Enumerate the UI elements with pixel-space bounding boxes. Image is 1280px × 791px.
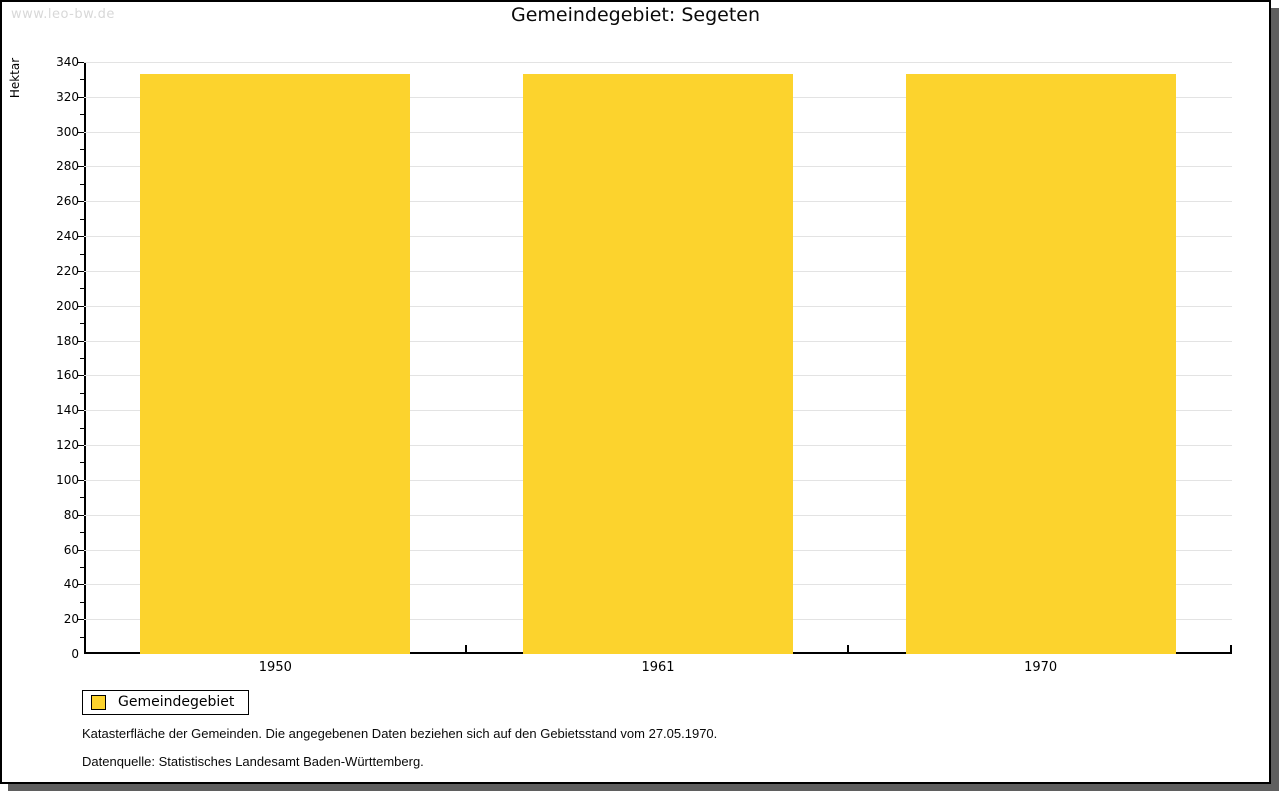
y-minor-tick bbox=[80, 79, 84, 81]
y-major-tick bbox=[77, 445, 84, 447]
y-tick-label: 80 bbox=[63, 507, 79, 522]
y-minor-tick bbox=[80, 601, 84, 603]
y-major-tick bbox=[77, 584, 84, 586]
y-tick-label: 200 bbox=[56, 298, 79, 313]
y-major-tick bbox=[77, 270, 84, 272]
y-minor-tick bbox=[80, 358, 84, 359]
legend-swatch bbox=[91, 694, 106, 710]
y-minor-tick bbox=[80, 532, 84, 534]
y-tick-label: 120 bbox=[56, 438, 79, 453]
y-axis-line bbox=[84, 62, 86, 654]
y-minor-tick bbox=[80, 218, 84, 220]
y-tick-label: 140 bbox=[56, 403, 79, 418]
footnote-data-source: Datenquelle: Statistisches Landesamt Bad… bbox=[82, 754, 424, 769]
y-tick-label: 300 bbox=[56, 124, 79, 139]
y-tick-label: 160 bbox=[56, 368, 79, 383]
y-tick-label: 40 bbox=[63, 577, 79, 592]
y-major-tick bbox=[77, 166, 84, 168]
footnote-source-note: Katasterfläche der Gemeinden. Die angege… bbox=[82, 726, 718, 741]
y-major-tick bbox=[77, 305, 84, 307]
x-boundary-tick bbox=[1230, 645, 1232, 652]
y-major-tick bbox=[77, 375, 84, 377]
legend-label: Gemeindegebiet bbox=[118, 694, 235, 710]
y-minor-tick bbox=[80, 183, 84, 185]
y-minor-tick bbox=[80, 253, 84, 255]
x-tick-label: 1961 bbox=[641, 660, 675, 675]
y-major-tick bbox=[77, 514, 84, 516]
y-minor-tick bbox=[80, 636, 84, 638]
y-major-tick bbox=[77, 410, 84, 412]
y-minor-tick bbox=[80, 392, 84, 394]
y-tick-label: 240 bbox=[56, 229, 79, 244]
y-minor-tick bbox=[80, 114, 84, 116]
y-major-tick bbox=[77, 236, 84, 238]
y-major-tick bbox=[77, 340, 84, 342]
y-major-tick bbox=[77, 479, 84, 481]
x-tick-label: 1950 bbox=[258, 660, 292, 675]
y-tick-label: 0 bbox=[71, 647, 79, 661]
y-minor-tick bbox=[80, 462, 84, 464]
x-boundary-tick bbox=[847, 645, 850, 652]
y-tick-label: 280 bbox=[56, 159, 79, 174]
y-minor-tick bbox=[80, 497, 84, 499]
y-major-tick bbox=[77, 201, 84, 203]
y-major-tick bbox=[77, 96, 84, 98]
y-tick-label: 260 bbox=[56, 194, 79, 209]
bar-1961 bbox=[523, 74, 793, 654]
y-major-tick bbox=[77, 131, 84, 133]
y-tick-label: 220 bbox=[56, 263, 79, 278]
y-minor-tick bbox=[80, 149, 84, 151]
x-tick-label: 1970 bbox=[1024, 660, 1058, 675]
y-tick-label: 100 bbox=[56, 472, 79, 487]
y-minor-tick bbox=[80, 323, 84, 325]
y-minor-tick bbox=[80, 288, 84, 290]
y-major-tick bbox=[77, 619, 84, 621]
x-boundary-tick bbox=[464, 645, 467, 652]
y-major-tick bbox=[77, 62, 84, 63]
y-tick-label: 180 bbox=[56, 333, 79, 348]
y-tick-label: 340 bbox=[56, 55, 79, 69]
plot-area bbox=[77, 62, 1232, 654]
y-major-tick bbox=[77, 549, 84, 551]
gridline bbox=[84, 62, 1232, 63]
y-tick-label: 60 bbox=[63, 542, 79, 557]
bar-1950 bbox=[140, 74, 411, 654]
y-tick-label: 20 bbox=[63, 612, 79, 627]
y-minor-tick bbox=[80, 566, 84, 568]
legend: Gemeindegebiet bbox=[82, 690, 250, 715]
bar-1970 bbox=[905, 74, 1176, 654]
watermark: www.leo-bw.de bbox=[11, 7, 115, 22]
chart-title: Gemeindegebiet: Segeten bbox=[510, 4, 761, 26]
y-minor-tick bbox=[80, 427, 84, 429]
y-tick-label: 320 bbox=[56, 89, 79, 104]
